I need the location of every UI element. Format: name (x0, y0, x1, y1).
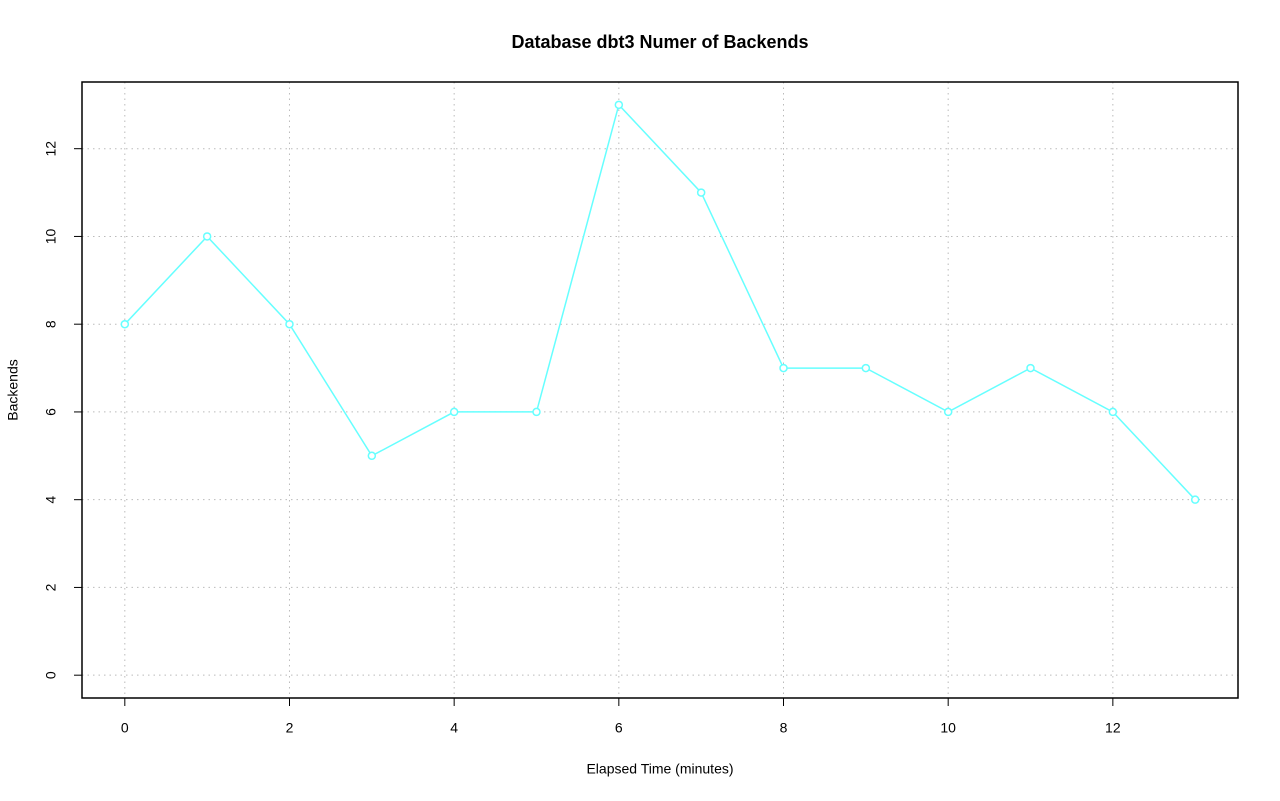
data-point (943, 407, 953, 417)
y-tick-label: 6 (43, 408, 59, 416)
y-tick-label: 10 (43, 228, 59, 244)
x-tick-label: 8 (780, 720, 788, 736)
data-point (1108, 407, 1118, 417)
y-axis-label: Backends (5, 359, 21, 420)
x-tick-label: 0 (121, 720, 129, 736)
x-tick-label: 12 (1105, 720, 1121, 736)
y-tick-label: 4 (43, 496, 59, 504)
data-point (449, 407, 459, 417)
y-tick-label: 0 (43, 671, 59, 679)
data-point (367, 451, 377, 461)
data-point (614, 100, 624, 110)
chart-title: Database dbt3 Numer of Backends (511, 32, 808, 52)
x-axis-label: Elapsed Time (minutes) (586, 761, 733, 777)
data-point (861, 363, 871, 373)
y-tick-label: 8 (43, 320, 59, 328)
data-point (1026, 363, 1035, 373)
data-point (779, 363, 788, 373)
data-point (532, 407, 541, 417)
x-tick-label: 4 (450, 720, 458, 736)
plot-frame (81, 81, 1239, 699)
data-point (120, 319, 130, 329)
series-line (124, 103, 1196, 501)
x-tick-label: 10 (940, 720, 956, 736)
y-tick-label: 2 (43, 583, 59, 591)
x-tick-label: 2 (286, 720, 294, 736)
data-point (1190, 495, 1200, 504)
data-point (285, 319, 294, 329)
x-tick-label: 6 (615, 720, 623, 736)
data-point (202, 232, 212, 241)
y-tick-label: 12 (43, 141, 59, 157)
data-point (696, 188, 706, 197)
